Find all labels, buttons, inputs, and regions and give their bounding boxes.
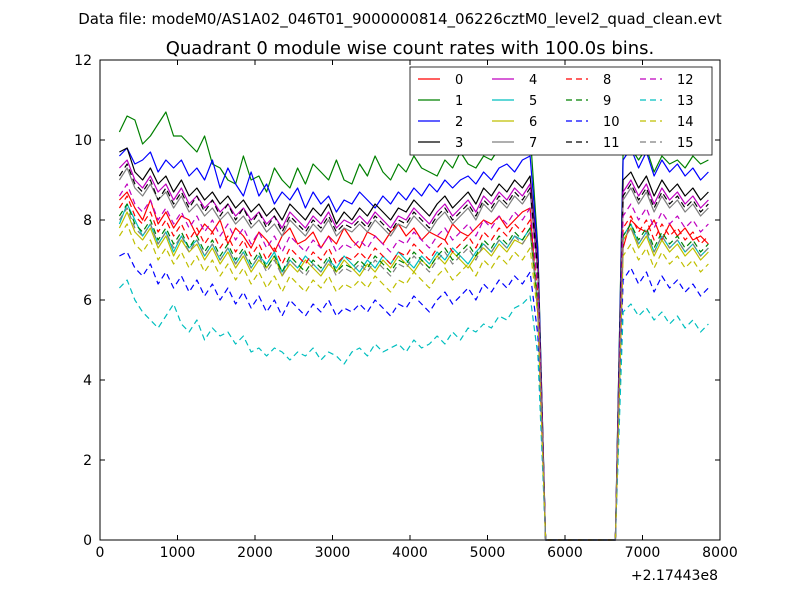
x-tick-label: 3000 — [315, 545, 351, 561]
x-tick-label: 1000 — [160, 545, 196, 561]
legend-label-7: 7 — [529, 136, 537, 151]
axis-ticks: 0 1000 2000 3000 4000 5000 6000 7000 80000246810… — [74, 53, 738, 561]
x-tick-label: 6000 — [547, 545, 583, 561]
legend-label-15: 15 — [677, 136, 694, 151]
legend-label-8: 8 — [603, 73, 611, 88]
legend-label-2: 2 — [455, 115, 463, 130]
y-tick-label: 0 — [83, 533, 92, 549]
y-tick-label: 12 — [74, 53, 92, 69]
chart-title: Quadrant 0 module wise count rates with … — [166, 38, 655, 59]
y-tick-label: 8 — [83, 213, 92, 229]
y-tick-label: 10 — [74, 133, 92, 149]
series-line-15 — [118, 207, 709, 541]
legend-label-14: 14 — [677, 115, 694, 130]
x-offset-label: +2.17443e8 — [631, 568, 718, 584]
legend-label-5: 5 — [529, 94, 537, 109]
legend-label-9: 9 — [603, 94, 611, 109]
y-tick-label: 6 — [83, 293, 92, 309]
legend-box — [409, 66, 713, 156]
x-tick-label: 8000 — [702, 545, 738, 561]
legend-label-4: 4 — [529, 73, 537, 88]
legend-label-13: 13 — [677, 94, 694, 109]
legend-label-1: 1 — [455, 94, 463, 109]
x-tick-label: 7000 — [625, 545, 661, 561]
x-tick-label: 5000 — [470, 545, 506, 561]
series-line-13 — [118, 279, 709, 541]
x-tick-label: 4000 — [392, 545, 428, 561]
legend-label-11: 11 — [603, 136, 620, 151]
series-line-10 — [119, 251, 709, 541]
legend-label-3: 3 — [455, 136, 463, 151]
x-tick-label: 2000 — [237, 545, 273, 561]
legend-label-12: 12 — [677, 73, 694, 88]
legend-label-6: 6 — [529, 115, 537, 130]
chart-suptitle: Data file: modeM0/AS1A02_046T01_90000008… — [78, 10, 722, 29]
x-tick-label: 0 — [96, 545, 105, 561]
legend-label-10: 10 — [603, 115, 620, 130]
legend-label-0: 0 — [455, 73, 463, 88]
y-tick-label: 4 — [83, 373, 92, 389]
y-tick-label: 2 — [83, 453, 92, 469]
